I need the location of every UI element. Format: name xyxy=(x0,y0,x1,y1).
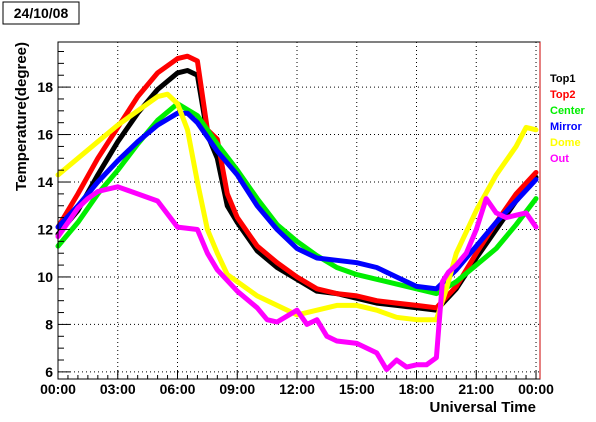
plot-frame xyxy=(57,41,541,380)
ticks: 00:00 03:00 06:00 09:00 12:00 15:00 18:00 21:00… xyxy=(37,50,554,397)
y-tick-label: 14 xyxy=(37,174,53,190)
legend-entry-dome: Dome xyxy=(550,137,581,149)
axes xyxy=(57,42,541,380)
date-label: 24/10/08 xyxy=(14,5,69,21)
x-tick-label: 06:00 xyxy=(160,381,196,397)
y-tick-label: 18 xyxy=(37,79,53,95)
legend: Top1 Top2 Center Mirror Dome Out xyxy=(550,73,586,165)
x-tick-label: 18:00 xyxy=(399,381,435,397)
date-box-frame xyxy=(2,1,80,25)
y-tick-label: 16 xyxy=(37,127,53,143)
x-tick-label: 15:00 xyxy=(339,381,375,397)
legend-entry-top1: Top1 xyxy=(550,73,575,85)
series-line-dome xyxy=(55,91,539,323)
x-tick-label: 00:00 xyxy=(518,381,554,397)
legend-entry-out: Out xyxy=(550,153,569,165)
y-tick-label: 6 xyxy=(45,364,53,380)
grid xyxy=(57,42,540,379)
legend-entry-center: Center xyxy=(550,105,586,117)
y-tick-label: 10 xyxy=(37,269,53,285)
x-tick-label: 00:00 xyxy=(40,381,76,397)
series-line-top2 xyxy=(55,53,539,311)
x-tick-label: 09:00 xyxy=(219,381,255,397)
x-tick-label: 21:00 xyxy=(458,381,494,397)
x-tick-label: 12:00 xyxy=(279,381,315,397)
series-line-out xyxy=(55,184,539,372)
y-tick-label: 8 xyxy=(45,316,53,332)
x-tick-label: 03:00 xyxy=(100,381,136,397)
series-lines xyxy=(55,53,539,372)
y-tick-label: 12 xyxy=(37,221,53,237)
x-axis-title: Universal Time xyxy=(430,399,536,416)
legend-entry-top2: Top2 xyxy=(550,89,575,101)
date-box: 24/10/08 xyxy=(2,1,80,25)
legend-entry-mirror: Mirror xyxy=(550,121,583,133)
y-axis-title: Temperature(degree) xyxy=(13,42,30,191)
